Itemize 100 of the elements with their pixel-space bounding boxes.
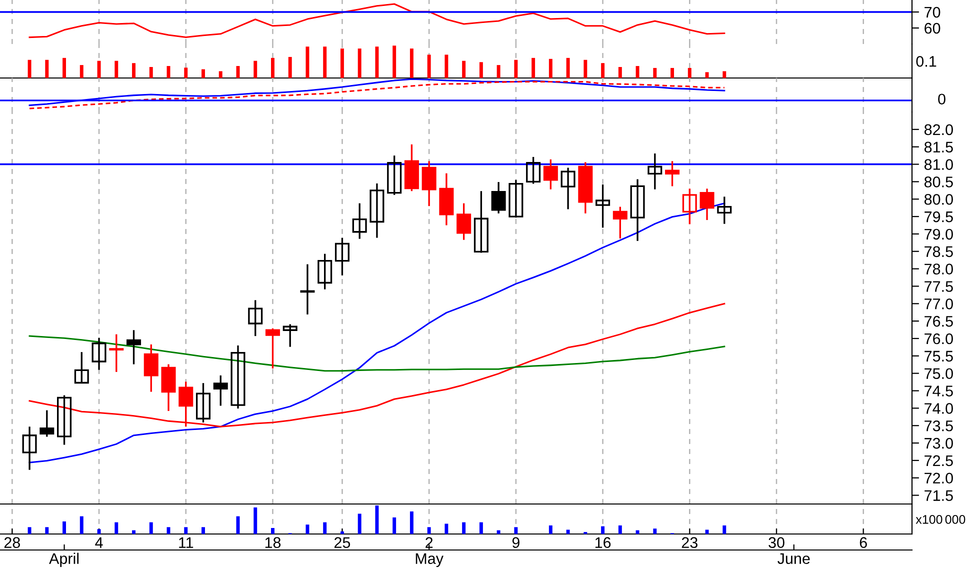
- bar: [270, 58, 274, 78]
- text: x100: [916, 515, 942, 524]
- bar: [444, 524, 448, 534]
- candlestick: [526, 156, 541, 185]
- candlestick: [370, 182, 384, 239]
- bar: [375, 505, 379, 534]
- candlestick: [682, 188, 697, 226]
- bar: [636, 66, 640, 78]
- bar: [392, 46, 396, 78]
- candlestick: [612, 206, 628, 240]
- x-tick-label: 30: [768, 537, 784, 548]
- candlestick: [717, 196, 732, 225]
- candlestick: [560, 166, 576, 210]
- x-tick-label: 9: [512, 537, 520, 548]
- bar: [80, 516, 84, 534]
- bar: [358, 48, 362, 78]
- bar: [340, 48, 344, 78]
- bar: [114, 60, 118, 78]
- bar: [566, 530, 570, 534]
- bar: [548, 525, 552, 534]
- candlestick: [596, 184, 610, 229]
- candlestick: [213, 374, 228, 407]
- bar: [202, 527, 205, 534]
- y-tick-label: 81.0: [924, 159, 953, 170]
- bar: [618, 525, 622, 534]
- y-tick-label: 73.0: [924, 438, 953, 449]
- bar: [184, 68, 188, 78]
- y-tick-label: 71.5: [924, 490, 953, 501]
- bar: [306, 46, 310, 78]
- y-tick-label: 75.0: [924, 368, 953, 380]
- bar: [28, 527, 32, 534]
- bar: [462, 60, 466, 78]
- candlestick: [630, 178, 645, 242]
- ref-line-label: 0: [938, 94, 946, 105]
- bar: [496, 530, 500, 534]
- y-tick-label: 76.0: [924, 333, 953, 344]
- category-label: June: [778, 553, 810, 564]
- bar: [62, 521, 66, 534]
- bar: [306, 524, 310, 534]
- bar: [358, 514, 362, 534]
- y-tick-label: 60: [924, 22, 940, 34]
- bar: [670, 68, 674, 78]
- bar: [288, 56, 292, 78]
- bar: [62, 58, 66, 78]
- y-tick-label: 80.5: [924, 176, 953, 188]
- line-series: [28, 335, 726, 372]
- bar: [462, 522, 466, 534]
- text: 0.1: [916, 56, 936, 67]
- x-tick-label: 6: [860, 537, 867, 548]
- bar: [45, 60, 49, 78]
- candlestick: [126, 329, 142, 366]
- bar: [323, 46, 327, 78]
- y-tick-label: 79.5: [924, 211, 953, 222]
- y-tick-label: 74.0: [924, 403, 953, 414]
- candlestick: [230, 344, 246, 410]
- bar: [202, 69, 205, 78]
- candlestick: [196, 382, 211, 424]
- candlestick: [508, 179, 524, 218]
- candlestick: [387, 154, 402, 196]
- candlestick: [265, 328, 280, 370]
- x-tick-label: 2: [426, 537, 433, 548]
- bar: [323, 522, 327, 534]
- bar: [653, 528, 657, 534]
- bar: [722, 71, 726, 78]
- bar: [705, 72, 709, 78]
- bar: [410, 511, 414, 534]
- y-tick-label: 76.5: [924, 316, 953, 327]
- bar: [653, 68, 657, 78]
- bar: [149, 522, 153, 534]
- x-tick-label: 4: [95, 537, 103, 548]
- y-tick-label: 77.0: [924, 298, 953, 310]
- bar: [28, 60, 32, 78]
- y-tick-label: 81.5: [924, 142, 953, 153]
- x-tick-label: 23: [682, 537, 698, 548]
- bar: [722, 525, 726, 534]
- bar: [45, 527, 49, 534]
- bar: [254, 507, 258, 534]
- y-tick-label: 73.5: [924, 420, 953, 432]
- bar: [114, 522, 118, 534]
- candlestick: [57, 394, 72, 446]
- y-tick-label: 79.0: [924, 228, 953, 240]
- bar: [410, 48, 414, 78]
- bar: [496, 65, 500, 78]
- bar: [149, 66, 153, 78]
- candlestick: [474, 190, 488, 254]
- y-tick-label: 70: [924, 6, 940, 18]
- candlestick: [543, 158, 558, 190]
- x-tick-label: 18: [265, 537, 281, 548]
- category-label: May: [416, 553, 444, 568]
- text: 000: [945, 515, 966, 524]
- bar: [688, 68, 692, 78]
- bar: [532, 58, 536, 78]
- bar: [340, 531, 344, 534]
- candlestick: [300, 263, 315, 316]
- bar: [444, 54, 448, 78]
- bar: [479, 62, 483, 78]
- candlestick: [40, 409, 54, 438]
- candlestick: [144, 344, 158, 393]
- candlestick: [422, 160, 436, 207]
- candlestick: [74, 351, 89, 384]
